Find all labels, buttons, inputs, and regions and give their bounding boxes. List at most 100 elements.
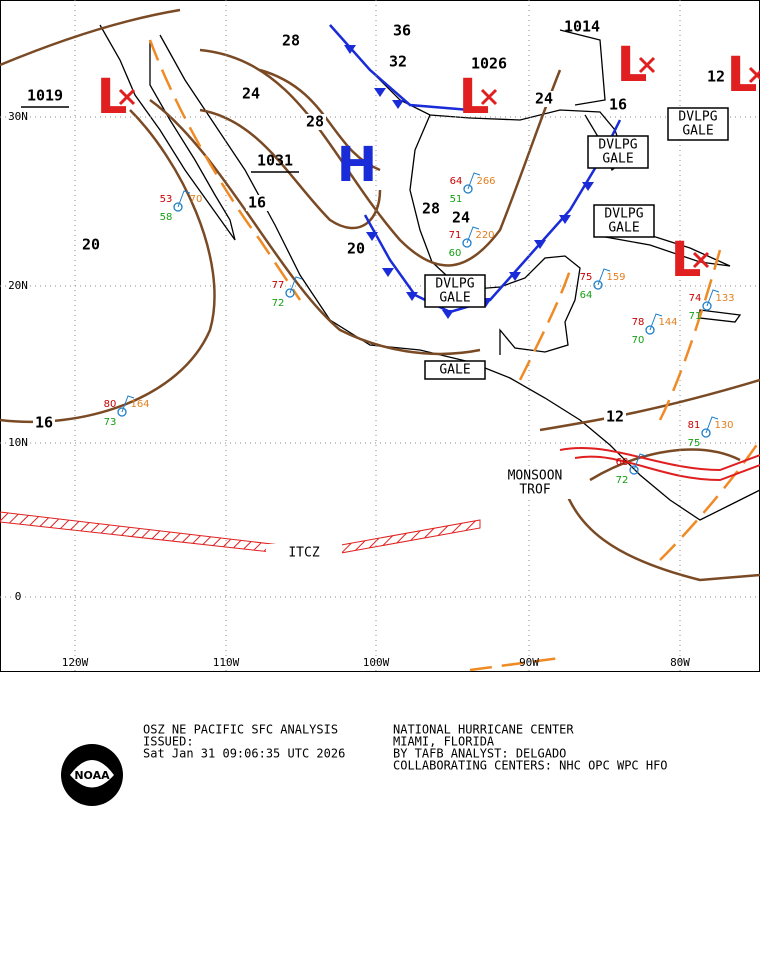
station-temp: 77 bbox=[272, 280, 285, 291]
pressure-label: 1019 bbox=[27, 87, 63, 105]
station-temp: 53 bbox=[160, 194, 173, 205]
station-temp: 68 bbox=[616, 457, 629, 468]
footer-right: NATIONAL HURRICANE CENTER bbox=[393, 723, 574, 737]
low-x bbox=[748, 66, 760, 84]
front-pip bbox=[344, 45, 356, 54]
station bbox=[173, 202, 183, 212]
feature-box bbox=[593, 204, 655, 238]
station bbox=[593, 280, 603, 290]
isobar-label-bg bbox=[33, 415, 55, 431]
station bbox=[462, 238, 472, 248]
footer-right: MIAMI, FLORIDA bbox=[393, 735, 495, 749]
isobar-label: 28 bbox=[282, 32, 300, 50]
station-dew: 58 bbox=[160, 212, 173, 223]
footer-left: ISSUED: bbox=[143, 735, 194, 749]
low-x bbox=[638, 56, 656, 74]
low-x bbox=[480, 88, 498, 106]
front-pip bbox=[509, 272, 521, 281]
feature-label: GALE bbox=[602, 152, 633, 167]
isobar-label-bg bbox=[80, 237, 102, 253]
feature-label: GALE bbox=[439, 363, 470, 378]
isobar-label: 12 bbox=[707, 68, 725, 86]
feature-label: DVLPG bbox=[598, 138, 637, 153]
pressure-label: 1031 bbox=[257, 152, 293, 170]
feature-label: GALE bbox=[439, 291, 470, 306]
lat-label: 20N bbox=[8, 279, 28, 292]
station-pressure: 266 bbox=[476, 176, 495, 187]
isobar-label: 20 bbox=[82, 236, 100, 254]
isobar-label: 28 bbox=[306, 113, 324, 131]
station-temp: 80 bbox=[104, 399, 117, 410]
low-center: L bbox=[97, 69, 128, 125]
station-pressure: 159 bbox=[606, 272, 625, 283]
isobar-label-bg bbox=[604, 409, 626, 425]
station-pressure: 133 bbox=[715, 293, 734, 304]
station-dew: 70 bbox=[632, 335, 645, 346]
isobar-label-bg bbox=[533, 91, 555, 107]
lat-label: 0 bbox=[15, 590, 22, 603]
pressure-label: 1026 bbox=[471, 55, 507, 73]
noaa-logo-bird bbox=[70, 760, 114, 788]
station-dew: 71 bbox=[689, 311, 702, 322]
station-temp: 64 bbox=[450, 176, 463, 187]
isobar-label-bg bbox=[705, 69, 727, 85]
station-dew: 72 bbox=[616, 475, 629, 486]
lat-label: 30N bbox=[8, 110, 28, 123]
front-pip bbox=[534, 240, 546, 249]
feature-box bbox=[587, 135, 649, 169]
front-pip bbox=[442, 310, 454, 319]
lon-label: 80W bbox=[670, 656, 690, 669]
front-pip bbox=[366, 232, 378, 241]
isobar-label: 16 bbox=[609, 96, 627, 114]
isobar-label: 12 bbox=[606, 408, 624, 426]
lon-label: 90W bbox=[519, 656, 539, 669]
low-center: L bbox=[671, 232, 702, 288]
troughs-red bbox=[559, 446, 760, 482]
lon-label: 120W bbox=[62, 656, 89, 669]
station bbox=[463, 184, 473, 194]
isobars bbox=[0, 8, 760, 582]
isobar-label: 20 bbox=[347, 240, 365, 258]
map-frame bbox=[0, 0, 760, 672]
station bbox=[701, 428, 711, 438]
footer-right: COLLABORATING CENTERS: NHC OPC WPC HFO bbox=[393, 759, 668, 773]
feature-label: DVLPG bbox=[435, 277, 474, 292]
isobar-label: 36 bbox=[393, 22, 411, 40]
isobar-label-bg bbox=[420, 201, 442, 217]
low-x bbox=[692, 251, 710, 269]
isobar-label-bg bbox=[280, 33, 302, 49]
troughs bbox=[148, 39, 760, 672]
station-temp: 75 bbox=[580, 272, 593, 283]
feature-box bbox=[424, 274, 486, 308]
isobar-label: 32 bbox=[389, 53, 407, 71]
feature-bg bbox=[497, 467, 573, 499]
front-pip bbox=[559, 215, 571, 224]
footer-left: Sat Jan 31 09:06:35 UTC 2026 bbox=[143, 747, 345, 761]
wind-barb bbox=[467, 172, 481, 190]
footer-right: BY TAFB ANALYST: DELGADO bbox=[393, 747, 566, 761]
wind-barb bbox=[289, 276, 303, 294]
wind-barb bbox=[121, 395, 135, 413]
station bbox=[285, 288, 295, 298]
station-temp: 81 bbox=[688, 420, 701, 431]
isobar-label: 16 bbox=[35, 414, 53, 432]
wind-barb bbox=[597, 268, 611, 286]
front-pip bbox=[392, 100, 404, 109]
feature-label: MONSOON bbox=[508, 469, 563, 484]
feature-bg bbox=[266, 544, 342, 562]
station-dew: 72 bbox=[272, 298, 285, 309]
wind-barb bbox=[466, 226, 480, 244]
isobar-label: 24 bbox=[535, 90, 553, 108]
wind-barb bbox=[633, 453, 647, 471]
wind-barb bbox=[705, 416, 719, 434]
isobar-label-bg bbox=[450, 210, 472, 226]
station-dew: 73 bbox=[104, 417, 117, 428]
station-pressure: 164 bbox=[130, 399, 149, 410]
station-dew: 51 bbox=[450, 194, 463, 205]
feature-label: ITCZ bbox=[288, 546, 319, 561]
feature-box bbox=[424, 360, 486, 380]
isobar-label: 24 bbox=[242, 85, 260, 103]
isobar-label-bg bbox=[387, 54, 409, 70]
wind-barb bbox=[649, 313, 663, 331]
